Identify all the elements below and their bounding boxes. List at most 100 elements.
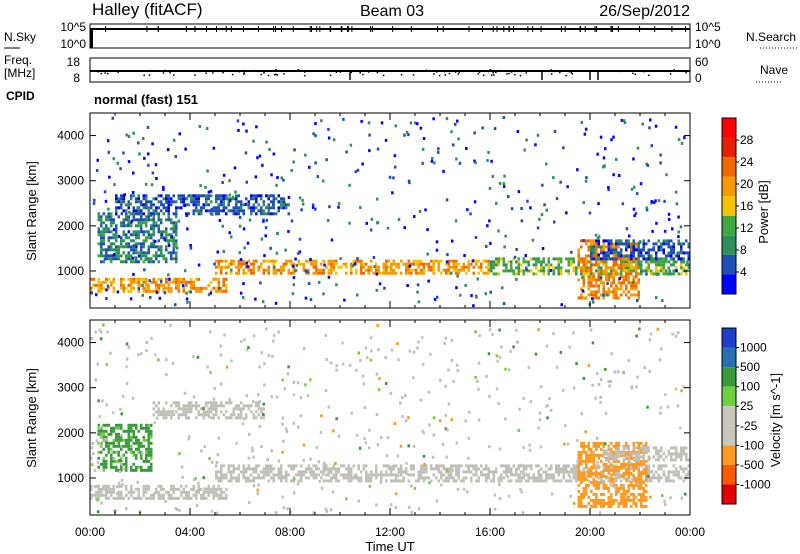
- radar-cell: [345, 150, 348, 154]
- radar-cell: [157, 490, 160, 494]
- radar-cell: [287, 259, 290, 263]
- radar-cell: [90, 291, 93, 295]
- radar-cell: [437, 259, 440, 263]
- radar-cell: [219, 474, 223, 477]
- radar-cell: [207, 410, 210, 414]
- radar-cell: [615, 251, 618, 255]
- radar-cell: [488, 445, 491, 449]
- radar-cell: [137, 447, 140, 451]
- radar-cell: [273, 334, 276, 337]
- radar-cell: [140, 468, 143, 472]
- radar-cell: [612, 272, 615, 276]
- radar-cell: [132, 239, 135, 243]
- radar-cell: [665, 257, 668, 261]
- radar-cell: [575, 470, 578, 474]
- radar-cell: [167, 273, 170, 277]
- radar-cell: [165, 197, 168, 201]
- radar-cell: [102, 423, 105, 427]
- radar-cell: [395, 265, 398, 269]
- radar-cell: [462, 476, 465, 480]
- radar-cell: [607, 380, 610, 383]
- radar-cell: [587, 453, 590, 457]
- radar-cell: [160, 236, 163, 240]
- radar-cell: [250, 212, 253, 216]
- radar-cell: [230, 416, 233, 420]
- radar-cell: [437, 464, 440, 468]
- radar-cell: [120, 454, 124, 458]
- radar-cell: [102, 468, 105, 472]
- radar-cell: [475, 295, 478, 299]
- radar-cell: [203, 487, 206, 491]
- radar-cell: [272, 194, 275, 198]
- power-ylabel: Slant Range [km]: [24, 161, 39, 261]
- radar-cell: [577, 266, 580, 270]
- radar-cell: [225, 206, 228, 210]
- radar-cell: [622, 498, 625, 502]
- radar-cell: [612, 444, 615, 448]
- radar-cell: [332, 464, 335, 468]
- radar-cell: [522, 260, 525, 264]
- radar-cell: [497, 257, 500, 261]
- radar-cell: [287, 271, 290, 275]
- radar-cell: [322, 179, 325, 183]
- radar-cell: [465, 265, 468, 269]
- radar-cell: [238, 224, 242, 228]
- radar-cell: [125, 254, 128, 258]
- radar-cell: [507, 260, 510, 264]
- radar-cell: [632, 207, 636, 211]
- radar-cell: [595, 254, 598, 258]
- radar-cell: [274, 301, 278, 305]
- radar-cell: [323, 263, 326, 267]
- radar-cell: [145, 230, 148, 234]
- radar-cell: [320, 119, 323, 123]
- radar-cell: [637, 486, 640, 490]
- radar-cell: [147, 209, 150, 213]
- radar-cell: [202, 490, 205, 494]
- radar-cell: [447, 265, 450, 269]
- radar-cell: [687, 458, 690, 462]
- radar-cell: [225, 212, 228, 216]
- radar-cell: [270, 395, 273, 399]
- radar-cell: [617, 455, 620, 459]
- radar-cell: [132, 441, 135, 445]
- radar-cell: [292, 268, 295, 272]
- radar-cell: [112, 465, 115, 469]
- radar-cell: [267, 194, 270, 198]
- radar-cell: [319, 431, 323, 434]
- radar-cell: [97, 286, 100, 290]
- radar-cell: [115, 426, 118, 430]
- radar-cell: [407, 416, 410, 420]
- radar-cell: [150, 435, 153, 439]
- radar-cell: [630, 257, 633, 261]
- radar-cell: [195, 504, 199, 508]
- radar-cell: [682, 446, 685, 450]
- radar-cell: [507, 464, 510, 468]
- radar-cell: [595, 464, 598, 468]
- radar-cell: [252, 271, 255, 275]
- radar-cell: [510, 269, 513, 273]
- radar-cell: [272, 473, 275, 477]
- radar-cell: [97, 289, 100, 293]
- radar-cell: [195, 206, 198, 210]
- radar-cell: [632, 498, 635, 502]
- radar-cell: [137, 280, 140, 284]
- radar-cell: [227, 479, 230, 483]
- radar-cell: [162, 236, 165, 240]
- radar-cell: [647, 479, 650, 483]
- radar-cell: [567, 464, 570, 468]
- radar-cell: [130, 289, 133, 293]
- radar-cell: [585, 459, 588, 463]
- radar-cell: [391, 191, 394, 195]
- radar-cell: [165, 277, 168, 281]
- radar-cell: [685, 455, 688, 459]
- radar-cell: [362, 265, 365, 269]
- radar-cell: [377, 473, 380, 477]
- radar-cell: [105, 441, 108, 445]
- radar-cell: [365, 464, 368, 468]
- radar-cell: [115, 227, 118, 231]
- radar-cell: [612, 242, 615, 246]
- radar-cell: [260, 194, 263, 198]
- radar-cell: [607, 239, 610, 243]
- x-axis-label: Time UT: [365, 539, 414, 554]
- radar-cell: [645, 495, 648, 499]
